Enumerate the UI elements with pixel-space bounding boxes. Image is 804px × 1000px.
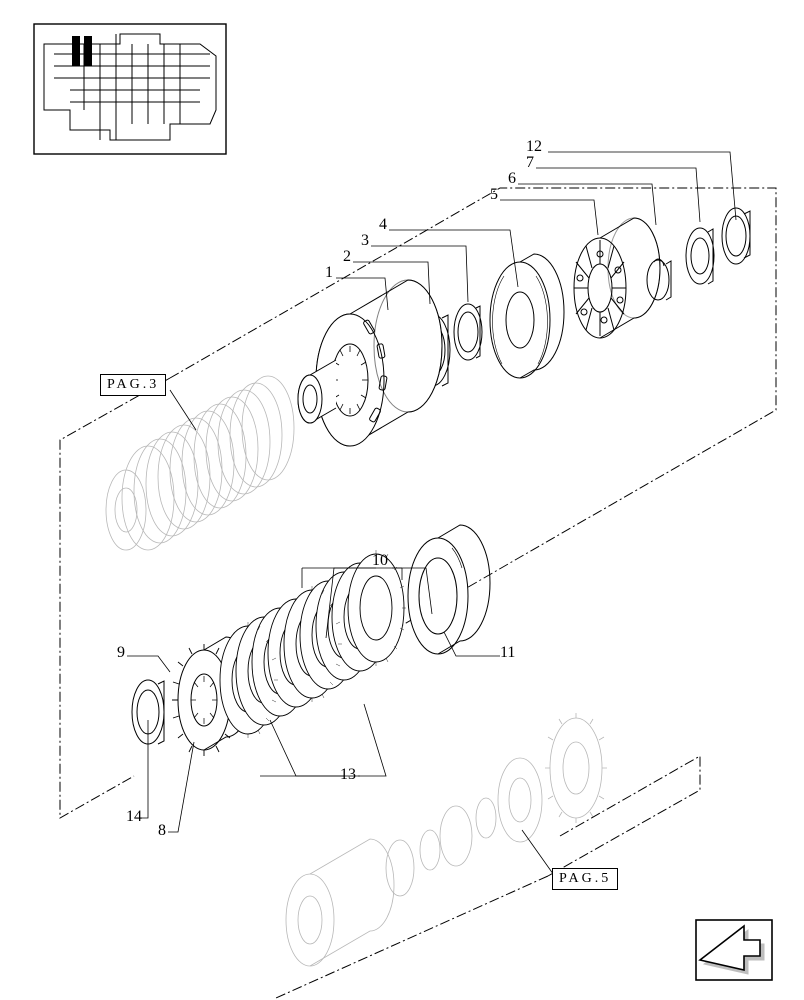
upper-assembly (106, 208, 750, 550)
part-1-clutch-drum (298, 280, 442, 446)
callout-9: 9 (117, 644, 125, 662)
callout-14: 14 (126, 808, 142, 826)
callout-6: 6 (508, 170, 516, 188)
ref-assembly-pag5 (286, 713, 607, 966)
callout-13: 13 (340, 766, 356, 784)
part-7-ring (686, 228, 714, 284)
callout-11: 11 (500, 644, 515, 662)
callout-8: 8 (158, 822, 166, 840)
inset-schematic (34, 24, 226, 154)
part-11-backing-ring (408, 525, 490, 654)
nav-arrow-icon (696, 920, 772, 980)
callout-3: 3 (361, 232, 369, 250)
clutch-disc-stack (220, 550, 406, 738)
part-3-oring (454, 304, 482, 360)
callout-2: 2 (343, 248, 351, 266)
callout-1: 1 (325, 264, 333, 282)
callout-4: 4 (379, 216, 387, 234)
page-ref-pag3: PAG.3 (100, 374, 166, 396)
section-boundary-lower (276, 756, 700, 998)
callout-12: 12 (526, 138, 542, 156)
ref-clutch-pag3 (106, 376, 294, 550)
diagram-canvas (0, 0, 804, 1000)
callout-5: 5 (490, 186, 498, 204)
part-4-thrust-washer (490, 254, 564, 378)
middle-assembly (132, 525, 490, 776)
callout-10: 10 (372, 552, 388, 570)
page-ref-pag5: PAG.5 (552, 868, 618, 890)
callout-7: 7 (526, 154, 534, 172)
